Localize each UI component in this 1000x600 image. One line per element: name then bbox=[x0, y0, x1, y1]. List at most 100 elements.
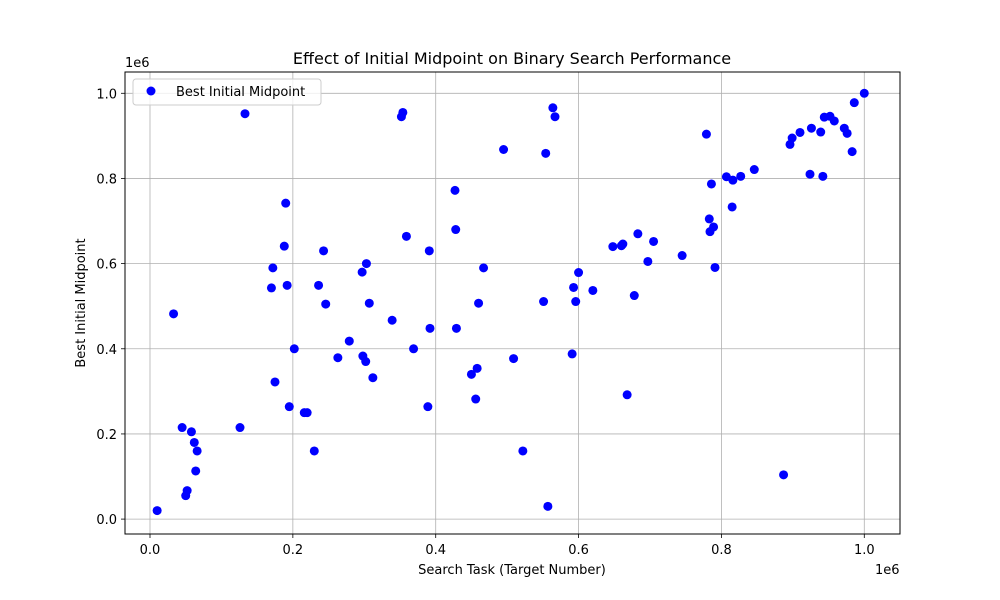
data-point bbox=[192, 446, 202, 456]
data-point bbox=[451, 323, 461, 333]
data-point bbox=[795, 127, 805, 137]
data-point bbox=[550, 112, 560, 122]
data-point bbox=[398, 107, 408, 117]
data-point bbox=[849, 98, 859, 108]
data-point bbox=[574, 268, 584, 278]
data-point bbox=[321, 299, 331, 309]
data-point bbox=[736, 171, 746, 181]
data-point bbox=[677, 251, 687, 261]
data-point bbox=[182, 486, 192, 496]
data-point bbox=[177, 423, 187, 433]
legend: Best Initial Midpoint bbox=[132, 78, 322, 106]
y-tick-label: 0.2 bbox=[96, 428, 117, 443]
data-point bbox=[479, 263, 489, 273]
data-point bbox=[266, 283, 276, 293]
data-point bbox=[409, 344, 419, 354]
data-point bbox=[474, 298, 484, 308]
data-point bbox=[818, 171, 828, 181]
grid bbox=[125, 72, 900, 534]
data-point bbox=[361, 357, 371, 367]
y-tick-label: 0.0 bbox=[96, 513, 117, 528]
data-point bbox=[633, 229, 643, 239]
chart-title: Effect of Initial Midpoint on Binary Sea… bbox=[293, 49, 731, 68]
x-tick-label: 0.6 bbox=[568, 543, 589, 558]
data-point bbox=[235, 423, 245, 433]
data-point bbox=[333, 353, 343, 363]
data-point bbox=[268, 263, 278, 273]
data-point bbox=[805, 169, 815, 179]
data-point bbox=[314, 280, 324, 290]
data-point bbox=[787, 133, 797, 143]
data-point bbox=[859, 88, 869, 98]
data-point bbox=[543, 501, 553, 511]
data-point bbox=[704, 214, 714, 224]
axis-ticks: 0.0 0.2 0.4 0.6 0.8 1.0 0.0 0.2 0.4 0.6 0.8 1.0 bbox=[96, 87, 874, 558]
data-point bbox=[829, 116, 839, 126]
x-axis-scale-label: 1e6 bbox=[875, 563, 900, 578]
data-point bbox=[425, 323, 435, 333]
data-point bbox=[608, 242, 618, 252]
data-point bbox=[357, 267, 367, 277]
legend-box bbox=[132, 78, 322, 106]
data-point bbox=[401, 231, 411, 241]
data-point bbox=[709, 222, 719, 232]
data-point bbox=[466, 369, 476, 379]
data-points bbox=[152, 88, 869, 516]
y-axis-scale-label: 1e6 bbox=[125, 56, 150, 71]
x-tick-label: 0.4 bbox=[425, 543, 446, 558]
data-point bbox=[169, 309, 179, 319]
data-point bbox=[451, 225, 461, 235]
data-point bbox=[618, 239, 628, 249]
data-point bbox=[701, 129, 711, 139]
data-point bbox=[649, 236, 659, 246]
data-point bbox=[186, 427, 196, 437]
data-point bbox=[727, 202, 737, 212]
y-tick-label: 0.8 bbox=[96, 172, 117, 187]
data-point bbox=[539, 297, 549, 307]
data-point bbox=[541, 148, 551, 158]
data-point bbox=[571, 297, 581, 307]
data-point bbox=[816, 127, 826, 137]
data-point bbox=[189, 437, 199, 447]
data-point bbox=[387, 315, 397, 325]
data-point bbox=[749, 165, 759, 175]
data-point bbox=[509, 354, 519, 364]
data-point bbox=[643, 256, 653, 266]
data-point bbox=[450, 185, 460, 195]
data-point bbox=[472, 363, 482, 373]
data-point bbox=[302, 408, 312, 418]
data-point bbox=[629, 291, 639, 301]
data-point bbox=[518, 446, 528, 456]
data-point bbox=[281, 198, 291, 208]
data-point bbox=[270, 377, 280, 387]
data-point bbox=[499, 144, 509, 154]
data-point bbox=[240, 109, 250, 119]
data-point bbox=[282, 280, 292, 290]
data-point bbox=[368, 373, 378, 383]
data-point bbox=[728, 175, 738, 185]
data-point bbox=[319, 246, 329, 256]
data-point bbox=[847, 147, 857, 157]
data-point bbox=[309, 446, 319, 456]
data-point bbox=[361, 259, 371, 269]
x-axis-label: Search Task (Target Number) bbox=[418, 563, 606, 578]
y-axis-label: Best Initial Midpoint bbox=[74, 238, 89, 367]
data-point bbox=[710, 262, 720, 272]
data-point bbox=[152, 506, 162, 516]
y-tick-label: 0.4 bbox=[96, 343, 117, 358]
x-tick-label: 0.0 bbox=[140, 543, 161, 558]
data-point bbox=[779, 470, 789, 480]
data-point bbox=[471, 394, 481, 404]
data-point bbox=[423, 402, 433, 412]
data-point bbox=[706, 179, 716, 189]
data-point bbox=[424, 246, 434, 256]
x-tick-label: 0.2 bbox=[283, 543, 304, 558]
y-tick-label: 0.6 bbox=[96, 258, 117, 273]
data-point bbox=[548, 103, 558, 113]
data-point bbox=[806, 123, 816, 133]
data-point bbox=[279, 241, 289, 251]
legend-label: Best Initial Midpoint bbox=[176, 85, 305, 100]
x-tick-label: 1.0 bbox=[854, 543, 875, 558]
